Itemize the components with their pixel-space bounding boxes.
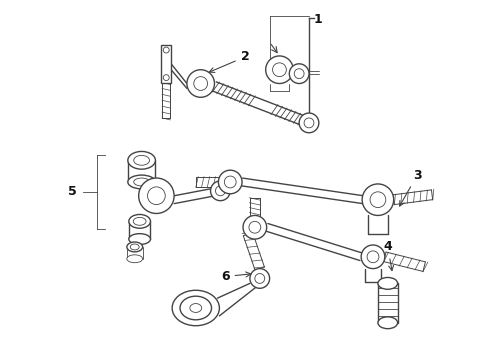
Ellipse shape <box>128 152 155 169</box>
Ellipse shape <box>127 255 143 263</box>
Text: 4: 4 <box>383 240 393 271</box>
Circle shape <box>187 70 215 97</box>
Circle shape <box>163 75 169 81</box>
Circle shape <box>266 56 293 84</box>
Circle shape <box>250 269 270 288</box>
Circle shape <box>255 274 265 283</box>
Ellipse shape <box>190 303 202 312</box>
Text: 1: 1 <box>314 13 323 26</box>
Bar <box>161 45 171 82</box>
Text: 3: 3 <box>400 168 421 206</box>
Circle shape <box>304 118 314 128</box>
Ellipse shape <box>127 242 143 252</box>
Circle shape <box>211 181 230 201</box>
Ellipse shape <box>130 244 139 250</box>
Ellipse shape <box>378 317 397 329</box>
Circle shape <box>289 64 309 84</box>
Circle shape <box>219 170 242 194</box>
Circle shape <box>163 47 169 53</box>
Ellipse shape <box>378 278 397 289</box>
Circle shape <box>224 176 236 188</box>
Circle shape <box>362 184 393 215</box>
Circle shape <box>294 69 304 78</box>
Text: 2: 2 <box>209 50 249 72</box>
Circle shape <box>361 245 385 269</box>
Ellipse shape <box>129 215 150 228</box>
Ellipse shape <box>180 296 212 320</box>
Circle shape <box>367 251 379 263</box>
Text: 6: 6 <box>221 270 251 283</box>
Circle shape <box>249 221 261 233</box>
Text: 5: 5 <box>68 185 77 198</box>
Circle shape <box>272 63 286 77</box>
Ellipse shape <box>134 156 149 165</box>
Circle shape <box>147 187 165 204</box>
Ellipse shape <box>172 290 220 326</box>
Ellipse shape <box>128 175 155 189</box>
Circle shape <box>139 178 174 213</box>
Circle shape <box>243 215 267 239</box>
Circle shape <box>194 77 208 90</box>
Circle shape <box>370 192 386 208</box>
Circle shape <box>216 186 225 196</box>
Ellipse shape <box>129 234 150 244</box>
Ellipse shape <box>134 178 149 186</box>
Circle shape <box>299 113 319 133</box>
Ellipse shape <box>133 217 146 225</box>
